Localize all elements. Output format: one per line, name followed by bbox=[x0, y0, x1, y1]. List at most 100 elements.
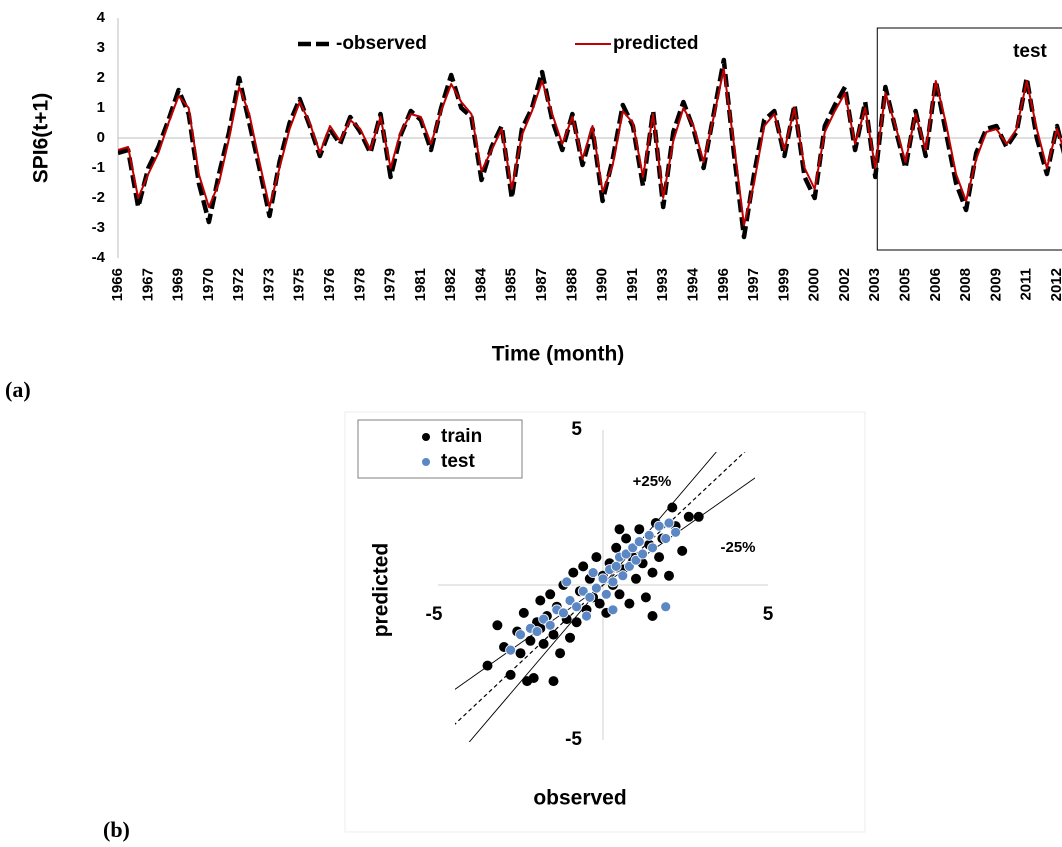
y-tick-label: 5 bbox=[571, 419, 582, 440]
x-tick-label: 1969 bbox=[170, 268, 187, 301]
scatter-point bbox=[571, 601, 582, 613]
scatter-point bbox=[531, 626, 543, 637]
scatter-point bbox=[677, 545, 688, 556]
scatter-point bbox=[617, 570, 629, 582]
x-tick-label: 2002 bbox=[836, 268, 853, 301]
reference-line bbox=[455, 477, 755, 690]
x-tick-label: 1975 bbox=[291, 268, 308, 301]
scatter-point bbox=[591, 582, 602, 594]
scatter-point bbox=[611, 542, 622, 553]
x-tick-label: 1991 bbox=[624, 268, 641, 301]
y-tick-label: 1 bbox=[97, 99, 105, 116]
scatter-point bbox=[577, 585, 589, 597]
x-tick-label: 2012 bbox=[1048, 268, 1062, 301]
x-tick-label: 1967 bbox=[139, 268, 156, 301]
annotation: test bbox=[1013, 41, 1047, 62]
scatter-point bbox=[518, 607, 529, 618]
scatter-point bbox=[594, 598, 605, 609]
scatter-point bbox=[561, 576, 573, 588]
scatter-point bbox=[621, 533, 632, 544]
scatter-point bbox=[620, 548, 632, 560]
scatter-point bbox=[614, 524, 625, 535]
scatter-point bbox=[538, 613, 549, 625]
scatter-point bbox=[627, 542, 639, 554]
legend-box bbox=[357, 419, 523, 479]
scatter-point bbox=[548, 676, 559, 687]
scatter-point bbox=[667, 502, 678, 513]
scatter-point bbox=[637, 548, 648, 560]
x-tick-label: 1979 bbox=[382, 268, 399, 301]
panel-label: (b) bbox=[103, 817, 130, 842]
legend-label: test bbox=[441, 451, 475, 472]
x-axis-title: observed bbox=[533, 787, 626, 810]
scatter-point bbox=[670, 526, 681, 538]
y-tick-label: 0 bbox=[97, 129, 105, 146]
scatter-point bbox=[544, 619, 556, 631]
y-tick-label: -5 bbox=[565, 729, 582, 750]
legend-swatch bbox=[422, 458, 430, 466]
scatter-point bbox=[555, 648, 566, 659]
x-tick-label: 1994 bbox=[684, 267, 701, 301]
series-line bbox=[118, 57, 1062, 240]
scatter-point bbox=[525, 635, 536, 646]
y-axis-title: predicted bbox=[370, 543, 393, 638]
scatter-point bbox=[515, 629, 526, 640]
x-tick-label: 2005 bbox=[897, 268, 914, 301]
scatter-point bbox=[647, 611, 658, 621]
panel-b-frame bbox=[344, 411, 866, 833]
x-tick-label: 1984 bbox=[472, 267, 489, 301]
x-tick-label: 2006 bbox=[927, 268, 944, 301]
y-tick-label: 2 bbox=[97, 69, 105, 86]
scatter-point bbox=[482, 660, 493, 671]
x-tick-label: 1988 bbox=[563, 268, 580, 301]
scatter-point bbox=[564, 595, 576, 606]
x-tick-label: 1985 bbox=[503, 268, 520, 301]
test-region bbox=[876, 27, 1062, 251]
y-tick-label: -3 bbox=[92, 219, 105, 236]
legend-label: predicted bbox=[613, 33, 699, 54]
scatter-point bbox=[660, 533, 672, 544]
series-line bbox=[118, 68, 1062, 226]
scatter-point bbox=[597, 573, 609, 585]
x-tick-label: 1973 bbox=[260, 268, 277, 301]
scatter-point bbox=[505, 644, 517, 656]
scatter-point bbox=[683, 511, 694, 522]
x-tick-label: 1966 bbox=[109, 268, 126, 301]
scatter-point bbox=[634, 524, 645, 535]
x-tick-label: 2008 bbox=[957, 268, 974, 301]
scatter-point bbox=[505, 669, 516, 680]
scatter-point bbox=[565, 632, 575, 643]
scatter-point bbox=[633, 536, 645, 547]
x-tick-label: 1982 bbox=[442, 268, 459, 301]
x-tick-label: 1976 bbox=[321, 268, 338, 301]
scatter-point bbox=[571, 617, 582, 628]
plot-area bbox=[118, 57, 1062, 240]
scatter-point bbox=[630, 554, 642, 566]
x-axis-title: Time (month) bbox=[492, 343, 625, 366]
y-tick-label: -4 bbox=[92, 249, 106, 266]
x-tick-label: 1999 bbox=[775, 268, 792, 301]
x-tick-label: 1981 bbox=[412, 268, 429, 301]
legend-label: -observed bbox=[336, 33, 427, 54]
y-tick-label: 3 bbox=[97, 39, 105, 56]
x-tick-label: 1997 bbox=[745, 268, 762, 301]
scatter-point bbox=[578, 561, 589, 572]
scatter-point bbox=[587, 567, 599, 578]
scatter-point bbox=[581, 610, 592, 622]
x-tick-label: 2009 bbox=[987, 268, 1004, 301]
x-tick-label: 1970 bbox=[200, 268, 217, 301]
scatter-point bbox=[647, 567, 658, 578]
scatter-point bbox=[538, 638, 549, 649]
x-tick-label: 1987 bbox=[533, 268, 550, 301]
scatter-point bbox=[624, 598, 635, 609]
x-tick-label: 1972 bbox=[230, 268, 247, 301]
reference-label: +25% bbox=[633, 473, 672, 490]
scatter-point bbox=[558, 607, 569, 619]
scatter-point bbox=[492, 620, 503, 631]
scatter-point bbox=[607, 604, 619, 616]
x-tick-label: -5 bbox=[426, 604, 443, 625]
scatter-point bbox=[643, 530, 655, 541]
scatter-point bbox=[614, 589, 625, 600]
